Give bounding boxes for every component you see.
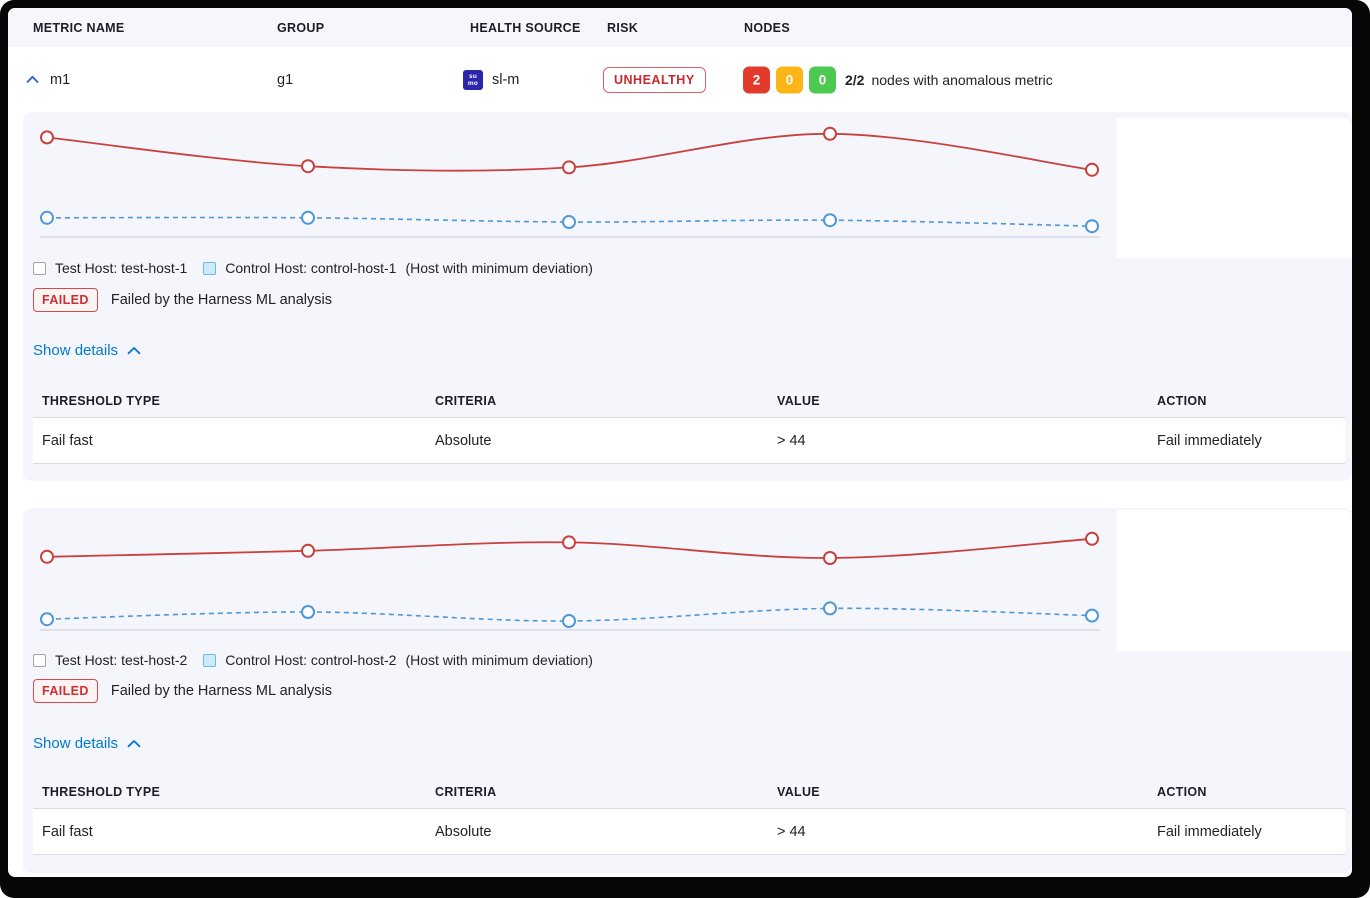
failed-status-badge: FAILED — [33, 288, 98, 312]
action-cell: Fail immediately — [1157, 823, 1262, 840]
timeseries-chart-2 — [40, 531, 1100, 631]
collapse-row-button[interactable] — [23, 71, 41, 89]
col-criteria: CRITERIA — [435, 393, 497, 408]
metric-name-value: m1 — [50, 71, 71, 88]
verdict-text: Failed by the Harness ML analysis — [110, 292, 332, 308]
chevron-up-icon — [127, 740, 141, 748]
threshold-table: THRESHOLD TYPE CRITERIA VALUE ACTION Fai… — [33, 775, 1345, 855]
threshold-table-row: Fail fast Absolute > 44 Fail immediately — [33, 809, 1345, 855]
show-details-link[interactable]: Show details — [33, 342, 141, 359]
column-group: GROUP — [277, 20, 325, 35]
col-threshold-type: THRESHOLD TYPE — [42, 393, 161, 408]
analysis-verdict: FAILED Failed by the Harness ML analysis — [33, 288, 332, 312]
show-details-label: Show details — [33, 735, 119, 752]
analysis-verdict: FAILED Failed by the Harness ML analysis — [33, 679, 332, 703]
sumologic-icon-line1: su — [469, 72, 477, 80]
test-host-checkbox[interactable] — [33, 261, 46, 275]
metric-row: m1 g1 su mo sl-m UNHEALTHY 2 0 0 2/2 nod… — [8, 47, 1352, 112]
threshold-table-header: THRESHOLD TYPE CRITERIA VALUE ACTION — [33, 384, 1345, 418]
threshold-table-row: Fail fast Absolute > 44 Fail immediately — [33, 418, 1345, 464]
column-nodes: NODES — [744, 20, 790, 35]
control-host-checkbox[interactable] — [203, 653, 217, 667]
minimum-deviation-note: (Host with minimum deviation) — [405, 652, 593, 668]
col-value: VALUE — [777, 393, 820, 408]
col-action: ACTION — [1157, 393, 1207, 408]
chevron-up-icon — [127, 347, 141, 355]
health-source-value: sl-m — [492, 71, 520, 88]
column-metric-name: METRIC NAME — [33, 20, 125, 35]
test-host-label: Test Host: test-host-2 — [55, 652, 188, 668]
show-details-link[interactable]: Show details — [33, 735, 141, 752]
verdict-text: Failed by the Harness ML analysis — [110, 683, 332, 699]
sumologic-icon: su mo — [463, 69, 483, 90]
test-host-checkbox[interactable] — [33, 653, 46, 667]
timeseries-chart-1 — [40, 126, 1100, 238]
sumologic-icon-line2: mo — [467, 79, 479, 87]
control-host-checkbox[interactable] — [203, 261, 217, 275]
minimum-deviation-note: (Host with minimum deviation) — [405, 260, 593, 276]
control-host-label: Control Host: control-host-2 — [225, 652, 397, 668]
chart-side-empty-panel — [1117, 118, 1352, 258]
col-action: ACTION — [1157, 784, 1207, 799]
risk-status-badge: UNHEALTHY — [603, 66, 706, 93]
test-host-label: Test Host: test-host-1 — [55, 260, 188, 276]
value-cell: > 44 — [777, 432, 806, 449]
criteria-cell: Absolute — [435, 823, 492, 840]
value-cell: > 44 — [777, 823, 806, 840]
warning-node-count-badge: 0 — [776, 66, 803, 93]
group-value: g1 — [277, 71, 294, 88]
metrics-table-header: METRIC NAME GROUP HEALTH SOURCE RISK NOD… — [8, 8, 1352, 48]
chart-side-empty-panel — [1117, 510, 1352, 651]
nodes-summary-text: nodes with anomalous metric — [871, 71, 1053, 88]
node-count-badges: 2 0 0 — [743, 66, 836, 93]
threshold-type-cell: Fail fast — [42, 432, 93, 449]
column-risk: RISK — [607, 20, 639, 35]
chart-legend: Test Host: test-host-2 Control Host: con… — [33, 652, 593, 668]
col-criteria: CRITERIA — [435, 784, 497, 799]
unhealthy-node-count-badge: 2 — [743, 66, 770, 93]
healthy-node-count-badge: 0 — [809, 66, 836, 93]
threshold-table: THRESHOLD TYPE CRITERIA VALUE ACTION Fai… — [33, 384, 1345, 464]
node-analysis-panel-1: Test Host: test-host-1 Control Host: con… — [23, 112, 1352, 481]
show-details-label: Show details — [33, 342, 119, 359]
action-cell: Fail immediately — [1157, 432, 1262, 449]
chevron-up-icon — [26, 75, 38, 83]
criteria-cell: Absolute — [435, 432, 492, 449]
nodes-summary: 2/2 nodes with anomalous metric — [845, 72, 1053, 88]
chart-legend: Test Host: test-host-1 Control Host: con… — [33, 260, 593, 276]
control-host-label: Control Host: control-host-1 — [225, 260, 397, 276]
failed-status-badge: FAILED — [33, 679, 98, 703]
col-value: VALUE — [777, 784, 820, 799]
metric-analysis-page: METRIC NAME GROUP HEALTH SOURCE RISK NOD… — [8, 8, 1352, 877]
col-threshold-type: THRESHOLD TYPE — [42, 784, 161, 799]
threshold-table-header: THRESHOLD TYPE CRITERIA VALUE ACTION — [33, 775, 1345, 809]
threshold-type-cell: Fail fast — [42, 823, 93, 840]
nodes-summary-count: 2/2 — [845, 71, 865, 88]
column-health-source: HEALTH SOURCE — [470, 20, 581, 35]
node-analysis-panel-2: Test Host: test-host-2 Control Host: con… — [23, 508, 1352, 873]
